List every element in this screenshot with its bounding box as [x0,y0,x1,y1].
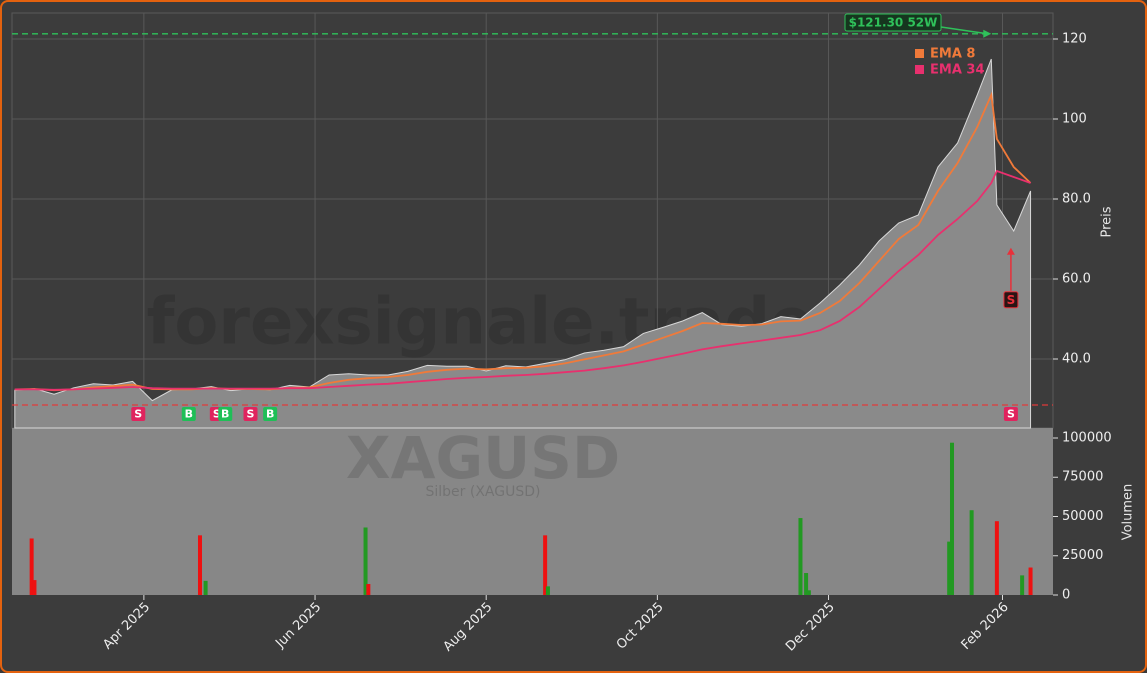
volume-panel [12,428,1053,595]
volume-bar [969,510,974,595]
legend-swatch [915,49,924,58]
volume-tick-label: 0 [1062,588,1070,603]
ema-line [14,169,1031,391]
signal-label: S [247,408,255,421]
legend-label: EMA 34 [930,63,985,78]
signal-box [263,407,278,421]
legend-swatch [915,65,924,74]
signal-box [218,407,233,421]
y-tick-label: 40.0 [1062,352,1091,367]
high-52w-box [844,13,942,32]
volume-bar [197,535,202,595]
signal-label: S [134,408,142,421]
volume-bar [949,442,954,595]
signal-label: S [213,408,221,421]
volume-axis-label: Volumen [1121,484,1136,541]
volume-tick-label: 100000 [1062,430,1112,445]
volume-bar [798,518,803,595]
latest-signal-label: S [1007,293,1016,307]
volume-bar [366,584,371,595]
high-52w-label: $121.30 52W [849,16,938,30]
y-tick-label: 60.0 [1062,272,1091,287]
y-tick-label: 80.0 [1062,192,1091,207]
x-tick-label: Oct 2025 [614,600,667,653]
signal-label: B [185,408,193,421]
volume-bar [804,573,809,595]
volume-tick-label: 50000 [1062,509,1103,524]
volume-bar [32,580,37,595]
volume-bar [29,538,34,595]
latest-signal-box [1003,291,1019,309]
symbol-watermark: XAGUSD [346,424,620,492]
x-tick-label: Jun 2025 [272,600,324,652]
volume-bar [1028,567,1033,595]
signal-box [243,407,258,421]
signal-box [1003,407,1018,421]
volume-bar [947,541,952,595]
signal-label: B [221,408,229,421]
volume-tick-label: 25000 [1062,548,1103,563]
legend-label: EMA 8 [930,47,975,62]
x-tick-label: Dec 2025 [783,600,838,655]
volume-bar [1020,575,1025,595]
volume-bar [545,586,550,595]
signal-box [181,407,196,421]
signal-box [131,407,146,421]
volume-bar [363,527,368,595]
x-tick-label: Feb 2026 [959,600,1012,653]
signal-label: B [266,408,274,421]
arrow-head [983,29,992,38]
signal-label: S [1007,408,1015,421]
volume-tick-label: 75000 [1062,470,1103,485]
subtitle-watermark: Silber (XAGUSD) [426,484,541,500]
y-tick-label: 100 [1062,112,1087,127]
volume-bar [806,590,811,595]
arrow-head [1006,247,1015,255]
volume-bar [543,535,548,595]
volume-bar [994,521,999,595]
volume-bar [203,580,208,595]
x-tick-label: Aug 2025 [441,600,496,655]
y-axis-label: Preis [1100,206,1115,237]
x-tick-label: Apr 2025 [100,600,153,653]
high-52w-arrow [940,26,988,35]
y-tick-label: 120 [1062,32,1087,47]
